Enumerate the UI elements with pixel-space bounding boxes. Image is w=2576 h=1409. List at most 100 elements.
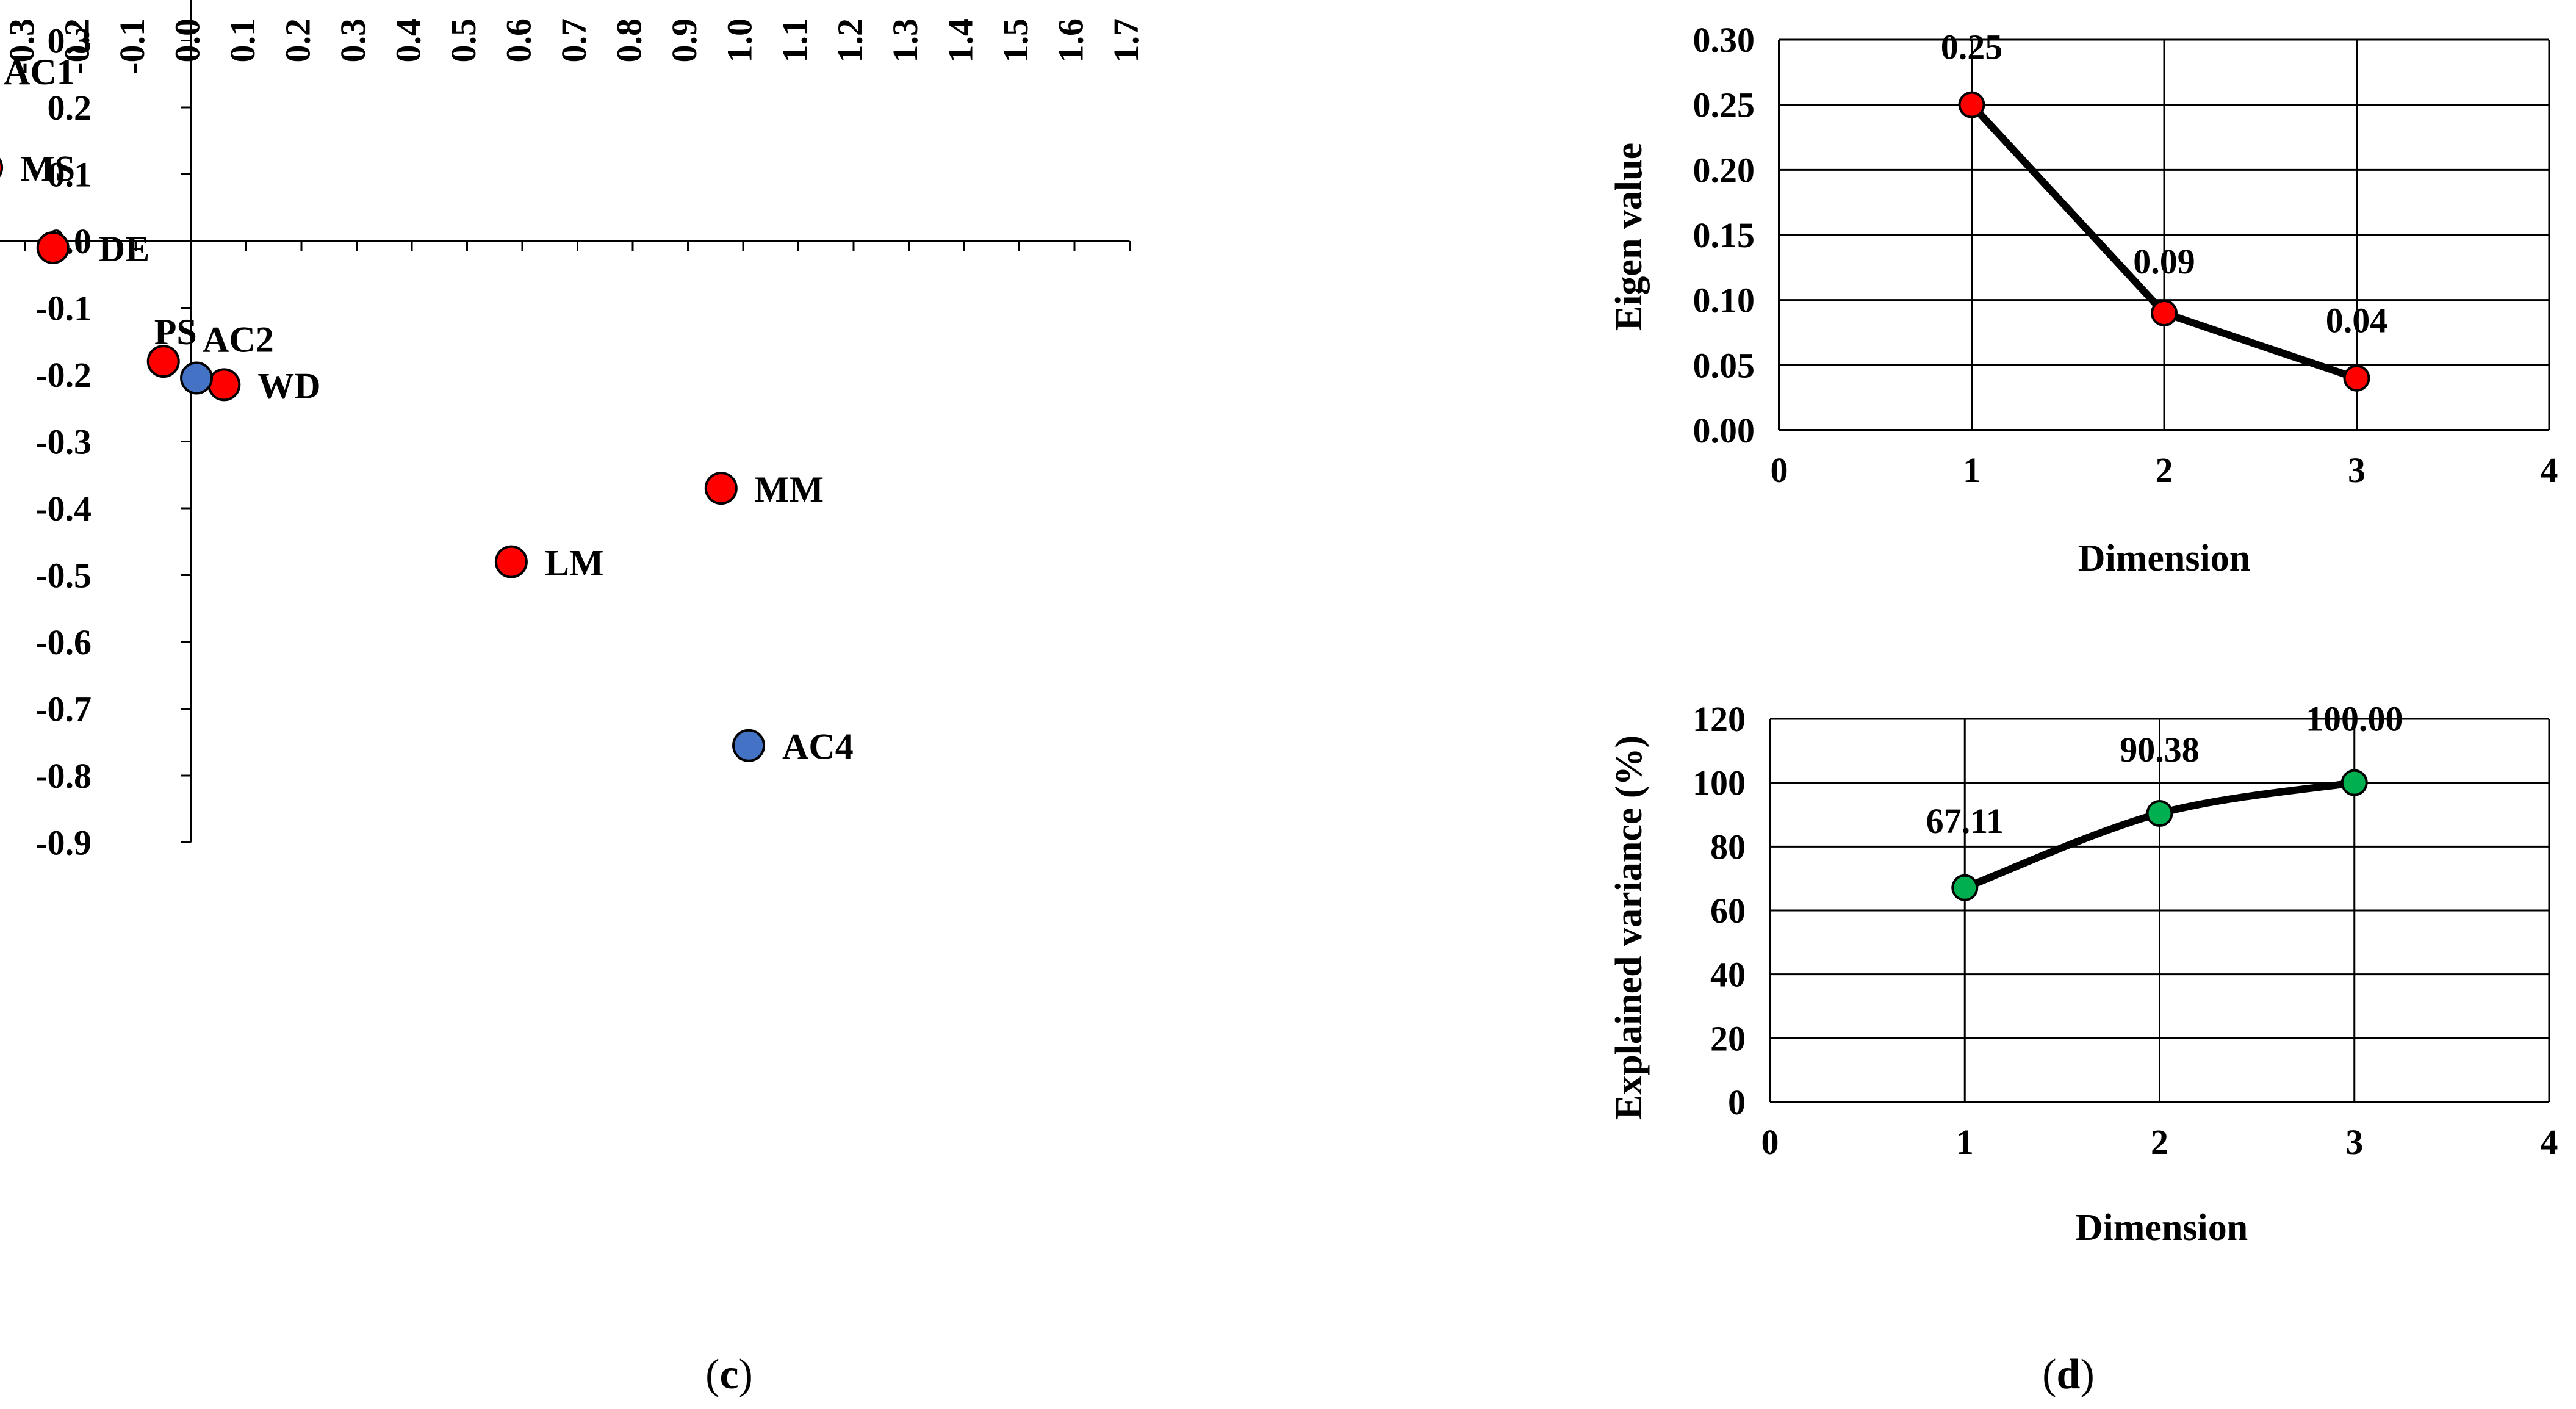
c-x-tick-label: 1.0 bbox=[719, 18, 759, 63]
c-data-points: PRMVMSDEPSWDMMLMAC3AC1AC2AC4 bbox=[0, 52, 854, 767]
y-tick-label: 100 bbox=[1693, 763, 1746, 803]
d2-xlabel: Dimension bbox=[2076, 1207, 2248, 1249]
c-x-tick-label: 0.9 bbox=[664, 18, 704, 63]
d2-series: 67.11 90.38 100.00 bbox=[1926, 699, 2403, 901]
x-tick-label: 2 bbox=[2156, 450, 2173, 490]
d2-tick-labels: 0 20 40 60 80 100 120 0 1 2 3 4 bbox=[1693, 699, 2558, 1162]
d1-gridlines bbox=[1778, 38, 2550, 431]
d2-gridlines bbox=[1769, 718, 2550, 1103]
data-point-3 bbox=[2343, 364, 2370, 392]
c-x-tick-label: 1.6 bbox=[1051, 18, 1090, 63]
c-y-tick-label: -0.7 bbox=[35, 690, 92, 729]
c-point-label-mm: MM bbox=[755, 469, 824, 510]
d1-xlabel: Dimension bbox=[2078, 538, 2250, 579]
c-x-tick-label: 1.1 bbox=[775, 18, 815, 63]
c-x-tick-label: 1.4 bbox=[940, 18, 980, 63]
c-y-tick-label: 0.2 bbox=[48, 88, 92, 128]
c-x-tick-label: 0.6 bbox=[498, 18, 538, 63]
c-y-tick-labels: 0.80.70.60.50.40.30.20.10.0-0.1-0.2-0.3-… bbox=[35, 21, 92, 863]
data-label-3: 100.00 bbox=[2306, 699, 2403, 739]
c-point-label-ps: PS bbox=[154, 312, 197, 352]
c-y-tick-label: -0.6 bbox=[35, 622, 92, 662]
y-tick-label: 60 bbox=[1710, 891, 1746, 931]
c-point-label-ac1: AC1 bbox=[4, 52, 75, 92]
c-y-tick-label: -0.3 bbox=[35, 422, 92, 462]
y-tick-label: 0 bbox=[1728, 1083, 1746, 1122]
x-tick-label: 4 bbox=[2541, 1122, 2558, 1162]
c-point-mm bbox=[704, 472, 738, 505]
data-label-2: 0.09 bbox=[2133, 242, 2195, 281]
d1-ylabel: Eigen value bbox=[1608, 143, 1650, 331]
c-y-tick-label: -0.1 bbox=[35, 289, 92, 328]
c-x-tick-labels: -0.7-0.6-0.5-0.4-0.3-0.2-0.10.00.10.20.3… bbox=[2, 18, 1146, 74]
data-point-3 bbox=[2340, 769, 2368, 796]
c-point-ps bbox=[146, 345, 180, 378]
caption-d: (d) bbox=[2042, 1351, 2095, 1398]
c-x-tick-label: 1.5 bbox=[996, 18, 1035, 63]
c-x-tick-label: 1.3 bbox=[885, 18, 925, 63]
c-axes bbox=[0, 0, 1131, 843]
data-point-2 bbox=[2151, 300, 2178, 326]
c-x-tick-label: 0.2 bbox=[278, 18, 317, 63]
y-tick-label: 0.15 bbox=[1693, 215, 1755, 255]
x-tick-label: 2 bbox=[2151, 1122, 2168, 1162]
d2-ylabel: Explained variance (%) bbox=[1608, 735, 1650, 1120]
c-x-tick-label: 0.8 bbox=[609, 18, 649, 63]
c-x-tick-label: 0.7 bbox=[554, 18, 594, 63]
panel-d-eigen-chart: 0.000.050.100.150.200.250.300 1 2 3 4 0.250.… bbox=[1608, 20, 2558, 579]
c-point-label-ms: MS bbox=[20, 149, 75, 189]
x-tick-label: 0 bbox=[1761, 1122, 1779, 1162]
c-point-label-ac2: AC2 bbox=[203, 319, 274, 359]
x-tick-label: 4 bbox=[2541, 450, 2558, 490]
y-tick-label: 80 bbox=[1710, 827, 1746, 867]
c-y-tick-label: -0.9 bbox=[35, 823, 92, 863]
c-x-tick-label: 0.5 bbox=[444, 18, 483, 63]
c-y-tick-label: -0.5 bbox=[35, 556, 92, 596]
c-point-wd bbox=[207, 368, 241, 402]
d1-series: 0.25 0.09 0.04 bbox=[1941, 27, 2388, 392]
c-y-tick-label: -0.2 bbox=[35, 355, 92, 395]
c-point-label-lm: LM bbox=[545, 543, 604, 583]
c-x-tick-label: 1.2 bbox=[830, 18, 869, 63]
c-y-tick-label: 0.1 bbox=[48, 155, 92, 195]
c-point-label-ac4: AC4 bbox=[782, 727, 854, 767]
c-x-tick-label: 0.3 bbox=[333, 18, 373, 63]
y-tick-label: 0.10 bbox=[1693, 281, 1755, 320]
c-x-tick-label: 1.7 bbox=[1106, 18, 1146, 63]
c-x-tick-label: -0.2 bbox=[57, 18, 96, 74]
y-tick-label: 0.05 bbox=[1693, 345, 1755, 385]
c-x-tick-label: 0.0 bbox=[167, 18, 207, 63]
d1-tick-labels: 0.00 0.05 0.10 0.15 0.20 0.25 0.30 0 1 2 3 4 bbox=[1693, 20, 2558, 490]
data-label-1: 0.25 bbox=[1941, 27, 2003, 67]
x-tick-label: 1 bbox=[1956, 1122, 1974, 1162]
x-tick-label: 0 bbox=[1771, 450, 1788, 490]
data-point-1 bbox=[1951, 874, 1979, 901]
data-point-1 bbox=[1958, 91, 1985, 118]
c-point-label-de: DE bbox=[99, 229, 149, 269]
c-point-de bbox=[36, 231, 70, 264]
x-tick-label: 3 bbox=[2348, 450, 2366, 490]
x-tick-label: 3 bbox=[2345, 1122, 2363, 1162]
c-x-tick-label: -0.1 bbox=[112, 18, 152, 74]
c-x-tick-label: 0.4 bbox=[388, 18, 428, 63]
y-tick-label: 0.20 bbox=[1693, 150, 1755, 190]
c-point-ac4 bbox=[732, 729, 766, 762]
c-x-tick-label: 0.1 bbox=[223, 18, 262, 63]
panel-c-scatter: -0.7 -0.6 -0.5 -0.4 -0.3 -0.2 -0.1 0.0 0.1 0.2 0.3… bbox=[0, 0, 1146, 1398]
c-point-lm bbox=[494, 545, 528, 578]
y-tick-label: 120 bbox=[1693, 699, 1746, 739]
data-label-1: 67.11 bbox=[1926, 801, 2004, 841]
panel-d-variance-chart: 0 20 40 60 80 100 120 0 1 2 3 4 67.11 90.38 100.00 Di… bbox=[1608, 699, 2558, 1398]
c-y-tick-label: -0.4 bbox=[35, 489, 92, 528]
c-point-label-wd: WD bbox=[257, 366, 320, 406]
c-y-tick-label: 0.3 bbox=[48, 21, 92, 61]
c-y-tick-label: -0.8 bbox=[35, 756, 92, 796]
caption-c: (c) bbox=[705, 1351, 753, 1398]
c-point-ac2 bbox=[180, 361, 214, 395]
y-tick-label: 0.25 bbox=[1693, 85, 1755, 125]
data-label-2: 90.38 bbox=[2120, 730, 2200, 769]
y-tick-label: 0.30 bbox=[1693, 20, 1755, 60]
c-point-ms bbox=[0, 157, 4, 178]
data-label-3: 0.04 bbox=[2326, 301, 2388, 341]
